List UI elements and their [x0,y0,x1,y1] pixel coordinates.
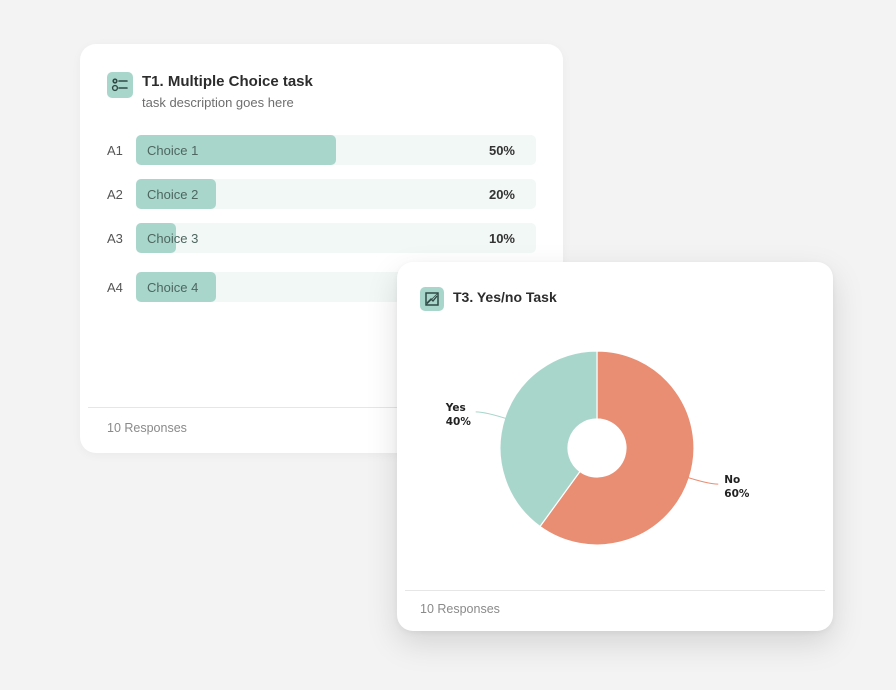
choice-percent: 10% [488,231,515,246]
answer-bar-fill [136,135,336,165]
footer-divider [88,407,555,408]
answer-bar: Choice 1 50% [136,135,536,165]
answer-bar-fill [136,223,176,253]
answer-label: A3 [107,231,123,246]
answer-label: A4 [107,280,123,295]
image-chart-icon [420,287,444,311]
choice-label: Choice 1 [147,143,199,158]
choice-percent: 50% [488,143,515,158]
yes-no-pie-chart: No 60% Yes 40% [445,350,750,546]
answer-bar: Choice 3 10% [136,223,536,253]
answer-bar-fill [136,179,216,209]
choice-label: Choice 2 [147,187,199,202]
answer-bar: Choice 2 20% [136,179,536,209]
pie-label-percent: 60% [724,488,750,500]
pie-label-name: No [724,474,740,486]
pie-slice-yes [499,350,598,528]
choice-label: Choice 3 [147,231,199,246]
multiple-choice-icon [107,72,133,98]
choice-percent: 20% [488,187,515,202]
choice-label: Choice 4 [147,280,199,295]
footer-divider [405,590,825,591]
task-title: T3. Yes/no Task [453,289,557,305]
pie-slice-no [539,350,695,546]
task-title: T1. Multiple Choice task [142,73,313,90]
task-description: task description goes here [142,95,294,110]
yes-no-card: T3. Yes/no Task No 60% Yes 40% 10 Responses [397,262,833,631]
pie-label-percent: 40% [446,416,472,428]
pie-leader-line [683,475,719,485]
multiple-choice-card: T1. Multiple Choice task task descriptio… [80,44,563,453]
response-count: 10 Responses [420,602,500,616]
pie-label-name: Yes [445,402,466,414]
answer-bar-fill [136,272,216,302]
answer-label: A1 [107,143,123,158]
pie-leader-line [475,411,511,421]
response-count: 10 Responses [107,421,187,435]
answer-label: A2 [107,187,123,202]
